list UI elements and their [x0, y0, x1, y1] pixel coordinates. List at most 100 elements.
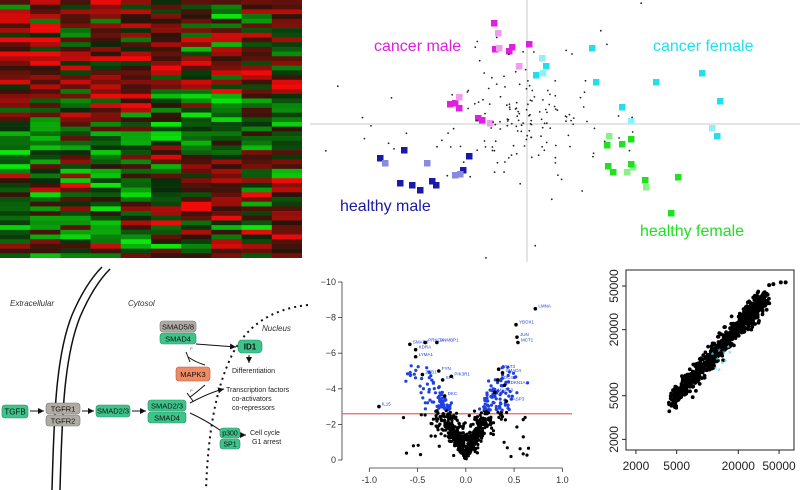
heatmap-cell: [271, 215, 302, 221]
volcano-point: [497, 404, 501, 408]
pca-background-point: [549, 127, 552, 129]
pca-background-point: [554, 94, 557, 97]
heatmap-cell: [30, 46, 61, 52]
heatmap-cell: [271, 220, 302, 226]
y-tick-label: 2000: [607, 426, 621, 453]
heatmap-cell: [90, 206, 122, 212]
heatmap-cell: [151, 70, 182, 76]
pca-background-point: [528, 129, 531, 132]
cancer-male-point: [509, 44, 516, 51]
cancer-male-point: [456, 94, 463, 101]
volcano-point: [491, 432, 495, 437]
heatmap-cell: [90, 51, 122, 57]
heatmap-cell: [60, 42, 91, 48]
heatmap-cell: [181, 154, 212, 160]
svg-text:SMAD2/3: SMAD2/3: [151, 402, 183, 411]
loglog-point: [707, 354, 712, 358]
heatmap-cell: [60, 164, 91, 170]
cancer-male-point: [506, 48, 513, 55]
heatmap-cell: [30, 75, 61, 81]
heatmap-cell: [181, 234, 212, 240]
heatmap-cell: [30, 65, 61, 71]
heatmap-cell: [241, 60, 273, 66]
heatmap-cell: [181, 131, 212, 137]
volcano-point: [409, 364, 413, 368]
heatmap-cell: [151, 28, 182, 34]
x-tick-label: 5000: [663, 459, 690, 473]
heatmap-cell: [211, 164, 242, 170]
heatmap-cell: [181, 60, 212, 66]
healthy-female-point: [610, 169, 617, 176]
volcano-gene-label: LYMA1: [419, 352, 434, 357]
pca-background-point: [508, 106, 511, 108]
heatmap-cell: [271, 65, 302, 71]
heatmap-cell: [271, 154, 302, 160]
heatmap-cell: [60, 107, 91, 113]
volcano-gene-label: PIK3R1: [454, 371, 470, 376]
loglog-point: [708, 364, 713, 369]
heatmap-cell: [0, 197, 31, 203]
pca-background-point: [504, 161, 506, 163]
heatmap-cell: [271, 239, 302, 245]
heatmap-cell: [120, 89, 152, 95]
heatmap-cell: [211, 159, 242, 165]
volcano-point: [504, 380, 508, 384]
volcano-point: [440, 405, 444, 409]
heatmap-cell: [271, 187, 302, 193]
healthy-female-point: [668, 210, 675, 217]
pca-background-point: [484, 146, 487, 148]
heatmap-cell: [151, 14, 182, 20]
heatmap-cell: [120, 206, 152, 212]
volcano-point: [503, 418, 507, 422]
volcano-point: [478, 417, 482, 421]
pca-background-point: [526, 134, 529, 137]
heatmap-cell: [181, 178, 212, 184]
pca-background-point: [528, 84, 531, 87]
heatmap-cell: [0, 23, 31, 29]
heatmap-cell: [211, 197, 242, 203]
loglog-point: [685, 373, 690, 377]
heatmap-cell: [30, 220, 61, 226]
pca-background-point: [529, 122, 532, 125]
volcano-point: [504, 391, 508, 395]
heatmap-cell: [241, 173, 273, 179]
heatmap-cell: [30, 98, 61, 104]
heatmap-cell: [241, 18, 273, 24]
heatmap-cell: [30, 248, 61, 254]
pca-background-point: [485, 257, 487, 259]
heatmap-cell: [271, 211, 302, 217]
heatmap-cell: [181, 140, 212, 146]
pca-background-point: [520, 124, 523, 127]
cancer-male-point: [526, 41, 533, 48]
heatmap-cell: [241, 215, 273, 221]
loglog-point: [699, 357, 704, 362]
heatmap-cell: [90, 107, 122, 113]
healthy-male-point: [429, 178, 436, 185]
heatmap-cell: [241, 0, 273, 5]
loglog-point: [676, 390, 681, 395]
pca-background-point: [515, 101, 518, 104]
heatmap-cell: [90, 121, 122, 127]
heatmap-cell: [181, 187, 212, 193]
heatmap-cell: [30, 37, 61, 43]
volcano-point: [489, 384, 493, 388]
heatmap-cell: [151, 220, 182, 226]
volcano-point: [505, 410, 509, 415]
volcano-point: [482, 418, 487, 422]
heatmap-cell: [241, 225, 273, 231]
heatmap-cell: [151, 112, 182, 118]
pca-background-point: [496, 161, 499, 164]
heatmap-cell: [211, 150, 242, 156]
pca-background-point: [503, 171, 505, 174]
heatmap-cell: [181, 23, 212, 29]
cancer-male-point: [496, 45, 503, 52]
volcano-point: [449, 436, 453, 440]
svg-text:P: P: [190, 346, 193, 351]
pca-background-point: [640, 2, 643, 5]
pca-background-point: [554, 108, 557, 110]
heatmap-cell: [60, 37, 91, 43]
pathway-diagram: Extracellular Cytosol Nucleus P P TGFB T…: [1, 266, 309, 490]
heatmap-cell: [30, 89, 61, 95]
heatmap-cell: [211, 89, 242, 95]
volcano-point: [412, 372, 416, 376]
